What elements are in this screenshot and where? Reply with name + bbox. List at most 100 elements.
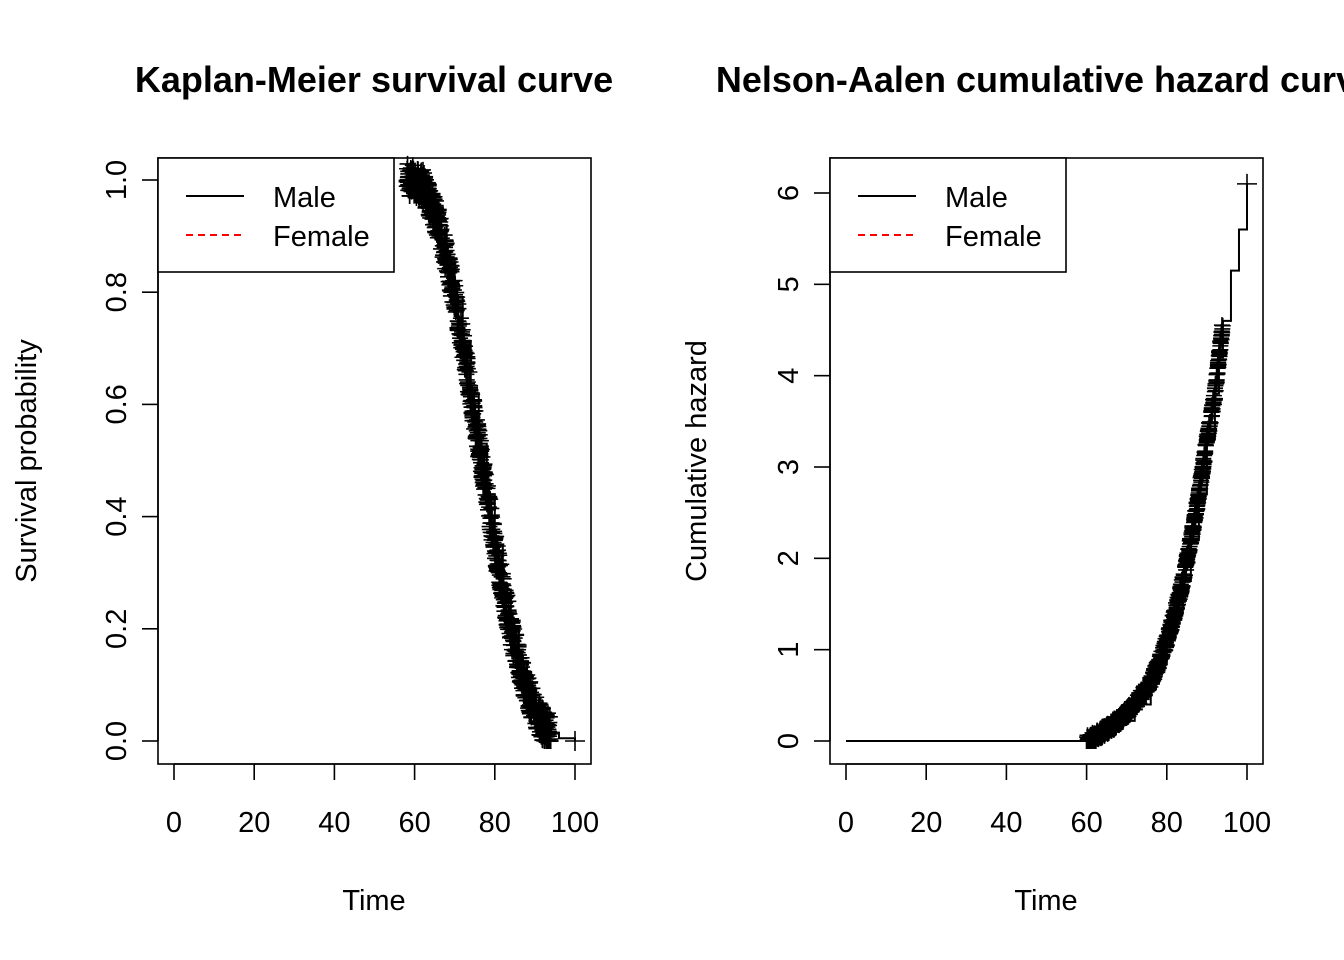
na-censor-mark xyxy=(1211,345,1228,362)
na-censor-mark xyxy=(1139,679,1156,696)
na-censor-mark xyxy=(1173,584,1190,601)
na-censor-mark xyxy=(1180,547,1197,564)
km-censor-mark xyxy=(408,190,425,207)
km-series-male-line xyxy=(414,179,576,741)
km-panel: Kaplan-Meier survival curve Time Surviva… xyxy=(11,59,613,917)
km-x-axis-label: Time xyxy=(342,885,405,917)
km-censor-mark xyxy=(424,200,441,217)
na-censor-mark xyxy=(1214,320,1231,337)
km-censor-mark xyxy=(537,707,554,724)
km-censor-mark xyxy=(521,704,538,721)
na-censor-mark xyxy=(1164,614,1181,631)
km-censor-mark xyxy=(542,731,559,748)
na-y-tick-label: 5 xyxy=(773,276,805,292)
na-panel: Nelson-Aalen cumulative hazard curve Tim… xyxy=(681,59,1344,917)
km-legend-female-label: Female xyxy=(273,221,370,253)
km-censor-mark xyxy=(502,628,519,645)
km-y-tick-label: 0.2 xyxy=(101,609,133,649)
km-censor-mark xyxy=(565,731,585,751)
na-censor-mark xyxy=(1198,431,1215,448)
km-censor-mark xyxy=(421,202,438,219)
km-censor-mark xyxy=(511,663,528,680)
km-y-axis-label: Survival probability xyxy=(11,339,43,583)
na-y-tick-label: 4 xyxy=(773,368,805,384)
na-y-tick-label: 1 xyxy=(773,642,805,658)
na-censor-mark xyxy=(1123,704,1140,721)
na-series-group xyxy=(846,173,1257,749)
km-censor-mark xyxy=(490,555,507,572)
na-legend-box xyxy=(829,157,1067,273)
km-censor-mark xyxy=(419,174,436,191)
na-censor-mark xyxy=(1106,721,1123,738)
km-legend-box xyxy=(157,157,395,273)
na-censor-mark xyxy=(1145,670,1162,687)
na-censor-mark xyxy=(1174,569,1191,586)
km-title: Kaplan-Meier survival curve xyxy=(135,59,613,100)
km-y-tick-label: 0.8 xyxy=(101,272,133,312)
na-censor-mark xyxy=(1158,636,1175,653)
km-censor-mark xyxy=(489,563,506,580)
km-censor-mark xyxy=(438,251,455,268)
na-censor-mark xyxy=(1192,476,1209,493)
km-censor-mark xyxy=(457,344,474,361)
na-censor-mark xyxy=(1184,528,1201,545)
km-censor-mark xyxy=(456,347,473,364)
km-y-tick-label: 0.0 xyxy=(101,721,133,761)
na-censor-mark xyxy=(1204,403,1221,420)
na-legend-male-label: Male xyxy=(945,182,1008,214)
km-censor-mark xyxy=(526,692,543,709)
na-x-tick-label: 100 xyxy=(1223,807,1271,839)
na-censor-mark xyxy=(1190,487,1207,504)
km-x-tick-label: 20 xyxy=(238,807,270,839)
km-censor-mark xyxy=(482,510,499,527)
km-censor-mark xyxy=(486,523,503,540)
km-censor-mark xyxy=(462,377,479,394)
km-censor-mark xyxy=(469,424,486,441)
km-censor-mark xyxy=(505,637,522,654)
km-censor-mark xyxy=(471,444,488,461)
na-censor-mark xyxy=(1148,659,1165,676)
km-censor-mark xyxy=(445,297,462,314)
km-censor-mark xyxy=(520,679,537,696)
km-censor-mark xyxy=(496,584,513,601)
na-y-tick-label: 0 xyxy=(773,733,805,749)
km-censor-mark xyxy=(475,465,492,482)
na-censor-mark xyxy=(1082,733,1099,749)
na-y-tick-label: 6 xyxy=(773,185,805,201)
na-x-tick-label: 60 xyxy=(1070,807,1102,839)
na-censor-mark xyxy=(1119,705,1136,722)
km-censor-mark xyxy=(513,649,530,666)
km-censor-mark xyxy=(402,178,419,195)
km-x-tick-label: 40 xyxy=(318,807,350,839)
km-censor-mark xyxy=(468,422,485,439)
km-censor-mark xyxy=(427,224,444,241)
km-censor-mark xyxy=(480,501,497,518)
km-censor-mark xyxy=(499,587,516,604)
km-censor-mark xyxy=(510,647,527,663)
km-censor-mark xyxy=(409,160,426,177)
na-censor-mark xyxy=(1147,662,1164,679)
km-censor-mark xyxy=(437,252,454,269)
km-censor-mark xyxy=(455,332,472,349)
na-x-tick-label: 0 xyxy=(838,807,854,839)
na-x-tick-label: 40 xyxy=(990,807,1022,839)
na-censor-mark xyxy=(1194,465,1211,482)
na-censor-mark xyxy=(1098,716,1115,733)
na-censor-mark xyxy=(1157,635,1174,652)
na-censor-mark xyxy=(1185,521,1202,538)
km-legend-male-label: Male xyxy=(273,182,336,214)
km-censor-mark xyxy=(473,448,490,465)
na-censor-mark xyxy=(1205,396,1222,413)
km-censor-mark xyxy=(505,619,522,636)
km-x-tick-label: 0 xyxy=(166,807,182,839)
na-x-axis-label: Time xyxy=(1014,885,1077,917)
km-censor-mark xyxy=(463,392,480,409)
km-y-tick-label: 1.0 xyxy=(101,160,133,200)
na-censor-mark xyxy=(1237,173,1257,194)
km-censor-mark xyxy=(440,254,457,271)
km-censor-mark xyxy=(492,575,509,592)
na-x-tick-label: 20 xyxy=(910,807,942,839)
na-censor-mark xyxy=(1196,444,1213,461)
km-x-tick-label: 80 xyxy=(479,807,511,839)
